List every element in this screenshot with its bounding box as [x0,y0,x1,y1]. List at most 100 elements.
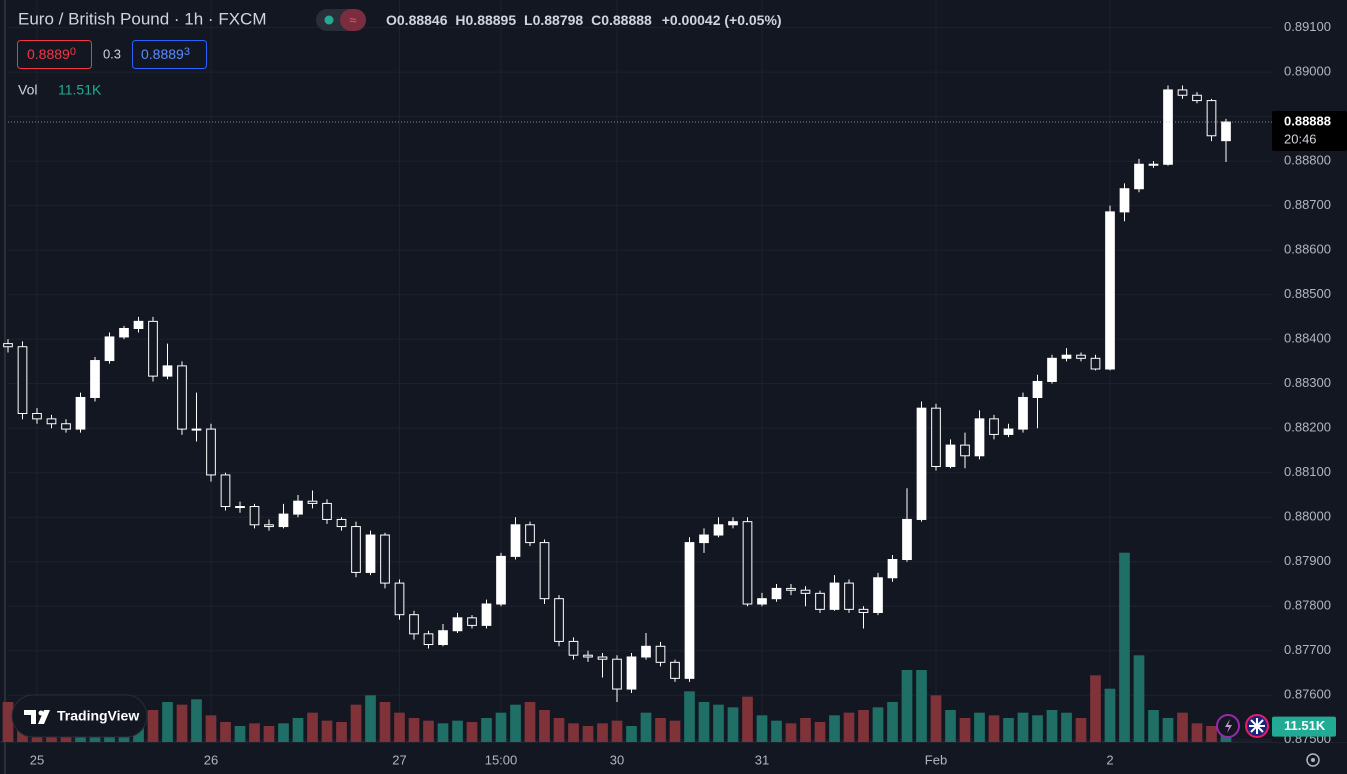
candle-body [1177,89,1188,96]
logo-mark-7 [24,710,36,724]
candle-body [626,656,637,690]
volume-bar [510,704,521,742]
y-tick-label: 0.87800 [1284,598,1331,613]
candle-body [974,418,985,457]
y-tick-label: 0.88400 [1284,331,1331,346]
volume-bar [568,723,579,742]
ohlc-legend: O0.88846 H0.88895 L0.88798 C0.88888 +0.0… [386,12,782,28]
candle-body [655,645,666,663]
volume-bar [974,712,985,742]
volume-bar [1104,688,1116,742]
ask-sup: 3 [184,46,190,58]
buy-button[interactable]: 0.88893 [132,40,207,69]
axes: 0.891000.890000.889000.888000.887000.886… [30,0,1347,767]
logo-text: TradingView [57,708,139,724]
x-tick-label: 27 [392,752,406,767]
y-tick-label: 0.88600 [1284,242,1331,257]
volume-bar [1075,718,1087,742]
volume-bar [292,718,304,742]
y-tick-label: 0.88000 [1284,509,1331,524]
toggle-dot [324,15,334,25]
volume-bar [1177,712,1188,742]
settings-center [1311,758,1315,762]
x-tick-label: Feb [925,752,947,767]
candle-body [365,534,376,573]
candle-body [162,365,173,377]
volume-bar [495,712,507,742]
volume-bar [684,691,695,742]
y-tick-label: 0.88300 [1284,375,1331,390]
status-toggle[interactable]: ≈ [316,9,366,31]
candle-body [931,407,941,467]
candle-body [800,589,811,594]
volume-bar [205,715,217,742]
c-key: C [591,12,601,28]
candle-body [380,534,390,584]
l-val: 0.88798 [533,12,584,28]
volume-bar [872,707,884,742]
volume-bar [814,722,826,742]
candle-body [104,336,115,362]
candle-body [699,534,709,544]
y-tick-label: 0.88700 [1284,197,1331,212]
sell-button[interactable]: 0.88890 [17,40,92,69]
volume-bar [843,712,855,742]
volume-bar [437,723,449,742]
h-key: H [455,12,465,28]
x-tick-label: 15:00 [485,752,518,767]
candle-body [742,521,753,605]
candle-body [902,518,912,561]
volume-bar [524,702,536,742]
candle-body [1090,357,1101,370]
grid [8,0,1272,742]
candle-body [815,592,825,610]
volume-bar [901,670,913,742]
candle-body [278,513,289,528]
volume-bar [263,726,275,742]
y-tick-label: 0.88500 [1284,286,1331,301]
volume-bar [1061,712,1072,742]
volume-bar [771,720,782,742]
volume-bar [1090,675,1101,742]
candle-body [90,360,100,398]
candle-body [496,555,506,605]
logo[interactable]: TradingView [11,694,148,738]
x-tick-label: 2 [1106,752,1113,767]
candle-body [554,598,564,642]
candle-body [525,524,535,544]
candle-body [293,500,303,515]
logo-pill [11,694,148,738]
h-val: 0.88895 [466,12,517,28]
c-val: 0.88888 [601,12,652,28]
last-price-badge [1272,110,1347,151]
toggle-icon: ≈ [349,12,356,27]
candle-body [887,559,898,579]
volume-bar [669,720,681,742]
volume-bar [698,702,710,742]
volume-bar [1162,718,1174,742]
candle-body [829,582,840,610]
candle-body [17,346,28,415]
bid-main: 0.8889 [27,46,70,62]
buy-box [132,40,207,69]
candle-body [409,614,419,635]
x-tick-label: 30 [610,752,624,767]
volume-bar [408,718,420,742]
x-tick-label: 26 [204,752,218,767]
volume-bar [220,722,231,742]
volume-bar [785,723,797,742]
volume-bar [249,723,260,742]
event-icon-bolt [1225,719,1232,733]
volume-bar [1133,655,1145,742]
volume-bar [1046,710,1058,742]
candle-body [771,587,782,600]
settings-icon[interactable] [1306,753,1320,767]
candle-body [61,423,71,430]
volume-bar [1206,726,1217,742]
volume-bar [307,712,318,742]
volume-bar [321,720,333,742]
candle-body [423,633,434,646]
logo-mark-slash [38,710,50,724]
bid-price: 0.88890 [27,46,76,62]
